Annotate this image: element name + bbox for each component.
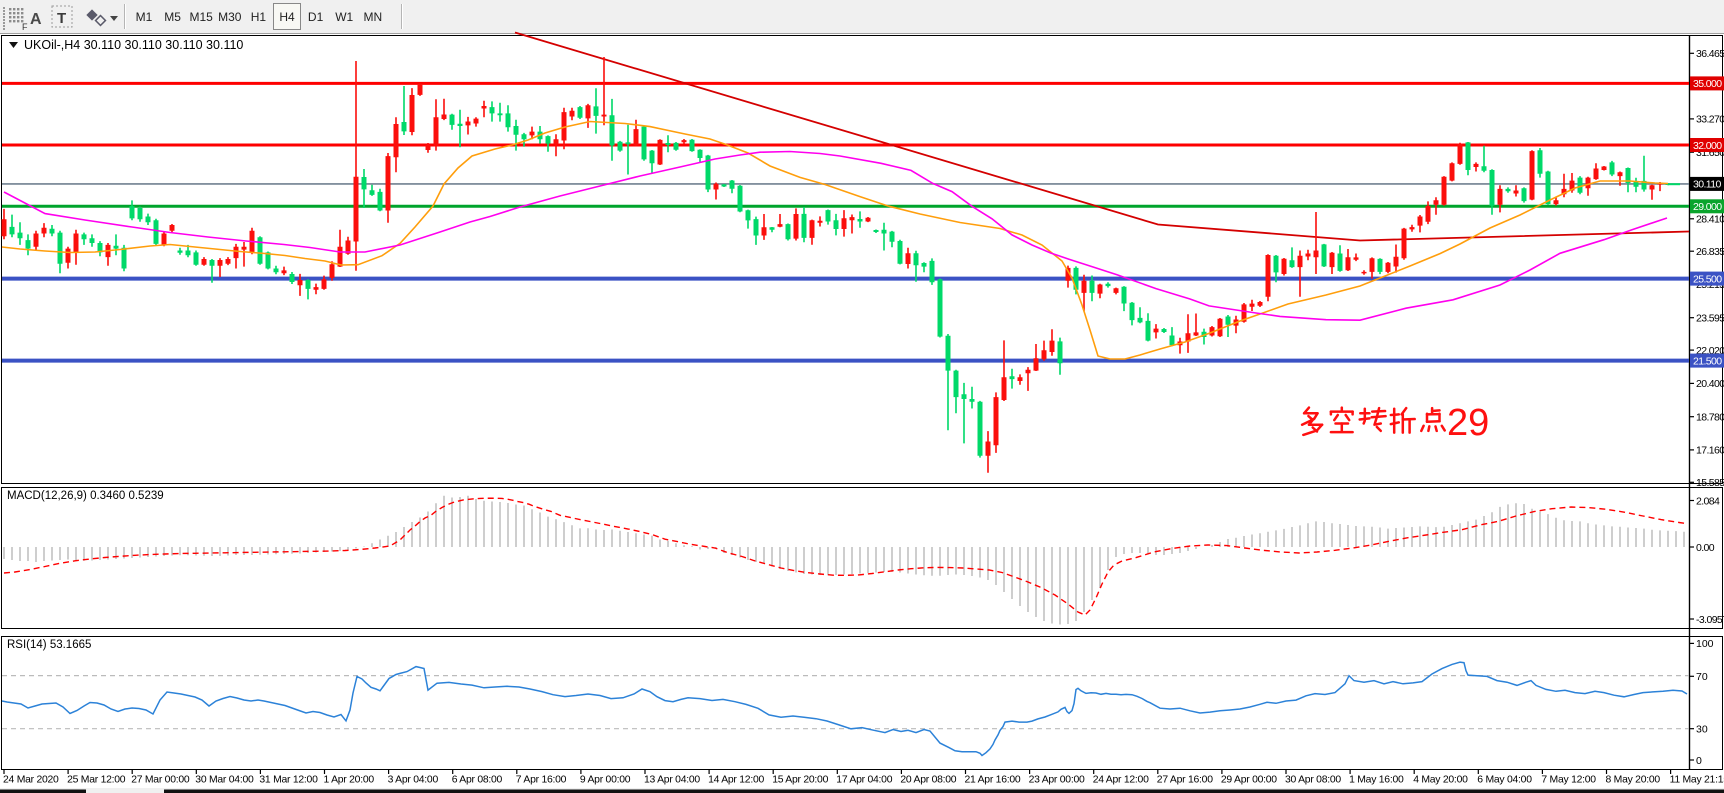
svg-text:30: 30: [1696, 724, 1708, 736]
svg-text:29.000: 29.000: [1693, 201, 1722, 213]
svg-text:32.000: 32.000: [1693, 140, 1722, 152]
svg-text:6 Apr 08:00: 6 Apr 08:00: [452, 775, 503, 786]
svg-text:25 Mar 12:00: 25 Mar 12:00: [67, 775, 126, 786]
svg-text:1 May 16:00: 1 May 16:00: [1349, 775, 1404, 786]
svg-text:D1: D1: [308, 10, 324, 24]
svg-text:9 Apr 00:00: 9 Apr 00:00: [580, 775, 631, 786]
svg-text:UKOil-,H4 30.110 30.110 30.11: UKOil-,H4 30.110 30.110 30.110 30.110: [24, 38, 243, 52]
svg-text:MACD(12,26,9) 0.3460 0.5239: MACD(12,26,9) 0.3460 0.5239: [7, 490, 164, 502]
svg-text:70: 70: [1696, 671, 1708, 683]
svg-text:23.595: 23.595: [1696, 313, 1724, 325]
svg-text:23 Apr 00:00: 23 Apr 00:00: [1029, 775, 1085, 786]
svg-text:21 Apr 16:00: 21 Apr 16:00: [965, 775, 1021, 786]
svg-text:8 May 20:00: 8 May 20:00: [1606, 775, 1661, 786]
svg-text:3 Apr 04:00: 3 Apr 04:00: [388, 775, 439, 786]
svg-text:29 Apr 00:00: 29 Apr 00:00: [1221, 775, 1277, 786]
svg-text:14 Apr 12:00: 14 Apr 12:00: [708, 775, 764, 786]
svg-text:24 Mar 2020: 24 Mar 2020: [3, 775, 59, 786]
svg-text:18.780: 18.780: [1696, 412, 1724, 424]
svg-text:27 Apr 16:00: 27 Apr 16:00: [1157, 775, 1213, 786]
svg-text:4 May 20:00: 4 May 20:00: [1413, 775, 1468, 786]
svg-text:30.110: 30.110: [1693, 179, 1721, 191]
svg-text:7 May 12:00: 7 May 12:00: [1541, 775, 1596, 786]
svg-text:33.270: 33.270: [1696, 114, 1724, 126]
svg-text:RSI(14) 53.1665: RSI(14) 53.1665: [7, 639, 91, 651]
svg-text:15 Apr 20:00: 15 Apr 20:00: [772, 775, 828, 786]
svg-text:20 Apr 08:00: 20 Apr 08:00: [900, 775, 956, 786]
svg-text:15.585: 15.585: [1696, 477, 1724, 489]
svg-text:0: 0: [1696, 755, 1702, 767]
svg-text:27 Mar 00:00: 27 Mar 00:00: [131, 775, 190, 786]
svg-text:24 Apr 12:00: 24 Apr 12:00: [1093, 775, 1149, 786]
svg-text:H4: H4: [279, 10, 295, 24]
svg-text:2.084: 2.084: [1696, 495, 1720, 507]
svg-text:M30: M30: [218, 10, 242, 24]
svg-text:M5: M5: [164, 10, 181, 24]
svg-text:100: 100: [1696, 638, 1714, 650]
svg-text:26.835: 26.835: [1696, 246, 1724, 258]
svg-text:H1: H1: [251, 10, 267, 24]
svg-text:A: A: [30, 11, 42, 28]
svg-text:W1: W1: [335, 10, 353, 24]
svg-text:25.500: 25.500: [1693, 273, 1722, 285]
svg-text:F: F: [22, 22, 28, 32]
svg-text:21.500: 21.500: [1693, 355, 1722, 367]
svg-text:1 Apr 20:00: 1 Apr 20:00: [324, 775, 375, 786]
svg-text:35.000: 35.000: [1693, 78, 1722, 90]
svg-text:31 Mar 12:00: 31 Mar 12:00: [259, 775, 318, 786]
svg-text:0.00: 0.00: [1696, 542, 1715, 554]
svg-text:-3.0957: -3.0957: [1696, 614, 1724, 626]
svg-text:M1: M1: [136, 10, 153, 24]
svg-text:11 May 21:15: 11 May 21:15: [1670, 775, 1724, 786]
svg-text:13 Apr 04:00: 13 Apr 04:00: [644, 775, 700, 786]
svg-text:MN: MN: [363, 10, 382, 24]
svg-text:T: T: [57, 10, 66, 27]
svg-text:36.465: 36.465: [1696, 48, 1724, 60]
svg-text:17.160: 17.160: [1696, 445, 1724, 457]
svg-text:6 May 04:00: 6 May 04:00: [1477, 775, 1532, 786]
svg-text:29: 29: [1447, 402, 1489, 444]
svg-text:30 Apr 08:00: 30 Apr 08:00: [1285, 775, 1341, 786]
svg-text:17 Apr 04:00: 17 Apr 04:00: [836, 775, 892, 786]
svg-text:20.400: 20.400: [1696, 378, 1724, 390]
svg-text:M15: M15: [190, 10, 214, 24]
svg-text:30 Mar 04:00: 30 Mar 04:00: [195, 775, 254, 786]
svg-text:28.410: 28.410: [1696, 214, 1724, 226]
svg-text:7 Apr 16:00: 7 Apr 16:00: [516, 775, 567, 786]
